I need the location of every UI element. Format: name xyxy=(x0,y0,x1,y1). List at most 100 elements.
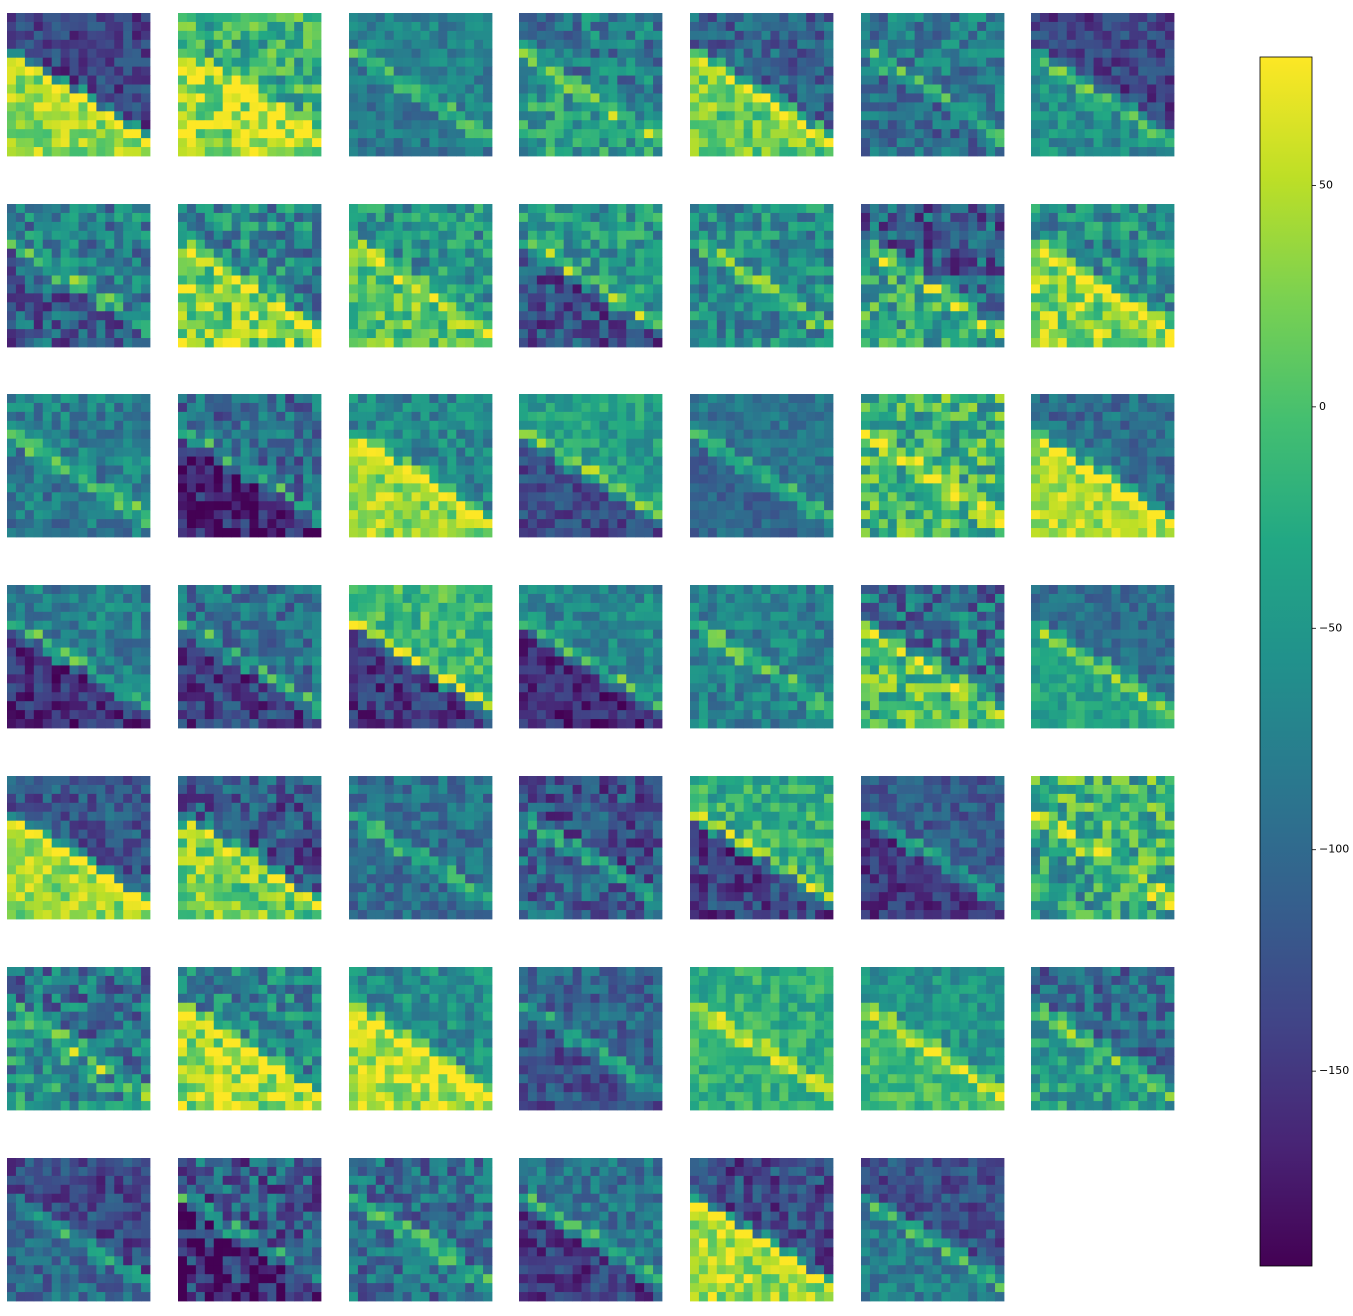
pixel xyxy=(132,102,142,112)
pixel xyxy=(527,275,538,285)
pixel xyxy=(15,93,26,103)
pixel xyxy=(743,284,753,294)
pixel xyxy=(770,239,780,250)
pixel xyxy=(743,57,753,68)
pixel xyxy=(465,501,475,511)
pixel xyxy=(420,66,430,76)
pixel xyxy=(303,420,313,431)
pixel xyxy=(438,456,448,466)
pixel xyxy=(572,93,582,103)
pixel xyxy=(7,84,17,94)
pixel xyxy=(267,66,277,76)
pixel xyxy=(707,329,718,339)
pixel xyxy=(294,420,304,431)
pixel xyxy=(132,266,142,276)
pixel xyxy=(905,394,916,404)
pixel xyxy=(1031,311,1041,321)
pixel xyxy=(249,320,259,330)
pixel xyxy=(123,474,133,484)
pixel xyxy=(1093,75,1103,85)
pixel xyxy=(123,66,133,76)
pixel xyxy=(78,293,88,303)
pixel xyxy=(195,138,206,148)
pixel xyxy=(123,212,133,223)
pixel xyxy=(923,275,933,285)
pixel xyxy=(285,320,295,330)
pixel xyxy=(267,528,277,538)
pixel xyxy=(563,311,574,321)
pixel xyxy=(483,474,493,484)
pixel xyxy=(725,75,736,85)
pixel xyxy=(653,93,663,103)
pixel xyxy=(788,519,798,529)
pixel xyxy=(932,257,942,267)
pixel xyxy=(861,129,871,139)
pixel xyxy=(429,13,439,23)
pixel xyxy=(905,447,916,457)
pixel xyxy=(213,338,224,348)
pixel xyxy=(42,420,53,431)
pixel xyxy=(69,510,79,520)
pixel xyxy=(905,275,916,285)
pixel xyxy=(1165,66,1175,76)
pixel xyxy=(483,329,493,339)
pixel xyxy=(222,120,233,130)
pixel xyxy=(276,411,286,422)
pixel xyxy=(581,402,591,413)
pixel xyxy=(15,492,26,502)
pixel xyxy=(7,320,17,330)
pixel xyxy=(554,429,565,440)
pixel xyxy=(33,120,44,130)
pixel xyxy=(186,84,197,94)
pixel xyxy=(87,338,97,348)
pixel xyxy=(716,394,727,404)
pixel xyxy=(349,212,359,223)
pixel xyxy=(375,501,386,511)
pixel xyxy=(384,239,395,250)
pixel xyxy=(447,483,457,493)
pixel xyxy=(7,230,17,241)
pixel xyxy=(42,501,53,511)
pixel xyxy=(483,230,493,241)
pixel xyxy=(483,66,493,76)
pixel xyxy=(474,411,484,422)
pixel xyxy=(393,438,404,449)
pixel xyxy=(402,483,412,493)
pixel xyxy=(1039,329,1050,339)
pixel xyxy=(861,212,871,223)
pixel xyxy=(581,30,591,41)
pixel xyxy=(770,212,780,223)
pixel xyxy=(869,329,880,339)
pixel xyxy=(986,21,996,32)
pixel xyxy=(626,13,636,23)
pixel xyxy=(1048,320,1059,330)
pixel xyxy=(96,93,106,103)
pixel xyxy=(276,257,286,267)
pixel xyxy=(105,394,115,404)
pixel xyxy=(240,311,250,321)
pixel xyxy=(204,266,215,276)
pixel xyxy=(644,204,654,214)
pixel xyxy=(402,474,412,484)
pixel xyxy=(456,447,466,457)
pixel xyxy=(204,311,215,321)
pixel xyxy=(527,329,538,339)
pixel xyxy=(896,93,907,103)
pixel xyxy=(716,311,727,321)
pixel xyxy=(788,394,798,404)
pixel xyxy=(42,483,53,493)
pixel xyxy=(716,21,727,32)
pixel xyxy=(635,21,645,32)
pixel xyxy=(815,138,825,148)
pixel xyxy=(1129,129,1139,139)
pixel xyxy=(761,93,771,103)
pixel xyxy=(815,320,825,330)
pixel xyxy=(249,248,259,259)
pixel xyxy=(178,429,188,440)
pixel xyxy=(608,21,618,32)
pixel xyxy=(986,221,996,232)
pixel xyxy=(204,66,215,76)
pixel xyxy=(752,411,762,422)
pixel xyxy=(1031,293,1041,303)
pixel xyxy=(1129,138,1139,148)
